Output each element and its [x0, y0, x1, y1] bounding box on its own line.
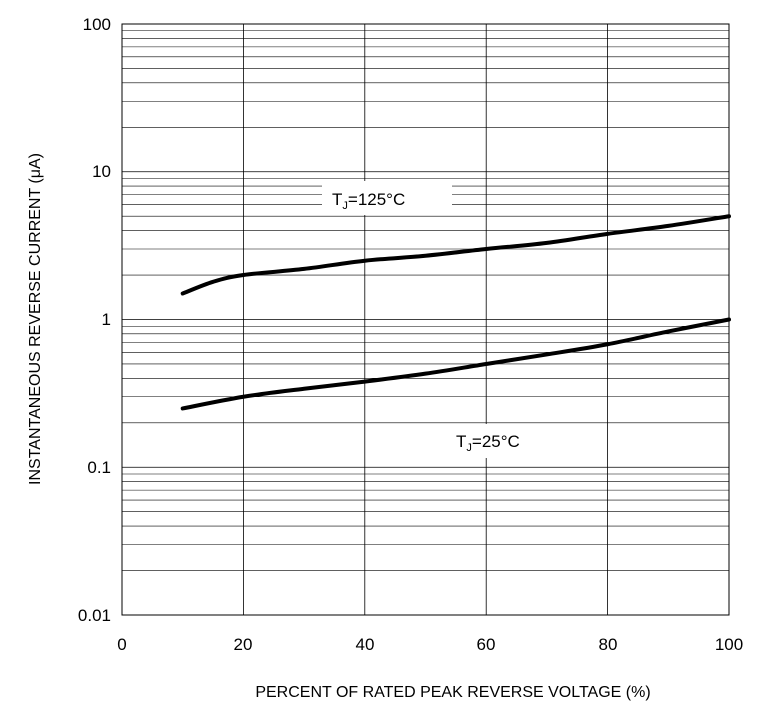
series-label-tj-125-sub: J — [342, 200, 348, 212]
y-axis-title: INSTANTANEOUS REVERSE CURRENT (μA) — [27, 153, 44, 485]
series-label-tj-25-rest: =25°C — [472, 432, 520, 451]
series-label-tj-25: TJ=25°C — [446, 424, 558, 458]
series-label-tj-125-rest: =125°C — [348, 190, 405, 209]
x-tick-label: 100 — [715, 635, 743, 654]
series-label-tj-25-main: T — [456, 432, 466, 451]
series-label-tj-125-background — [322, 181, 452, 215]
x-tick-labels: 0 20 40 60 80 100 — [117, 635, 743, 654]
x-tick-label: 60 — [477, 635, 496, 654]
svg-text:TJ=25°C: TJ=25°C — [456, 432, 520, 454]
series-label-tj-125-main: T — [332, 190, 342, 209]
series-label-tj-25-background — [446, 424, 558, 458]
y-tick-label: 0.1 — [87, 458, 111, 477]
series-line-tj-25 — [180, 317, 731, 411]
x-axis-title: PERCENT OF RATED PEAK REVERSE VOLTAGE (%… — [255, 684, 650, 701]
y-tick-label: 10 — [92, 162, 111, 181]
x-tick-label: 20 — [234, 635, 253, 654]
series-line-tj-125 — [180, 214, 731, 296]
x-tick-label: 40 — [356, 635, 375, 654]
series-layer — [180, 214, 731, 411]
y-tick-label: 100 — [83, 15, 111, 34]
svg-text:TJ=125°C: TJ=125°C — [332, 190, 405, 212]
x-tick-label: 0 — [117, 635, 126, 654]
y-tick-labels: 0.01 0.1 1 10 100 — [78, 15, 111, 625]
series-label-tj-125: TJ=125°C — [322, 181, 452, 215]
series-label-tj-25-sub: J — [466, 442, 472, 454]
x-tick-label: 80 — [599, 635, 618, 654]
y-tick-label: 1 — [102, 310, 111, 329]
y-tick-label: 0.01 — [78, 606, 111, 625]
